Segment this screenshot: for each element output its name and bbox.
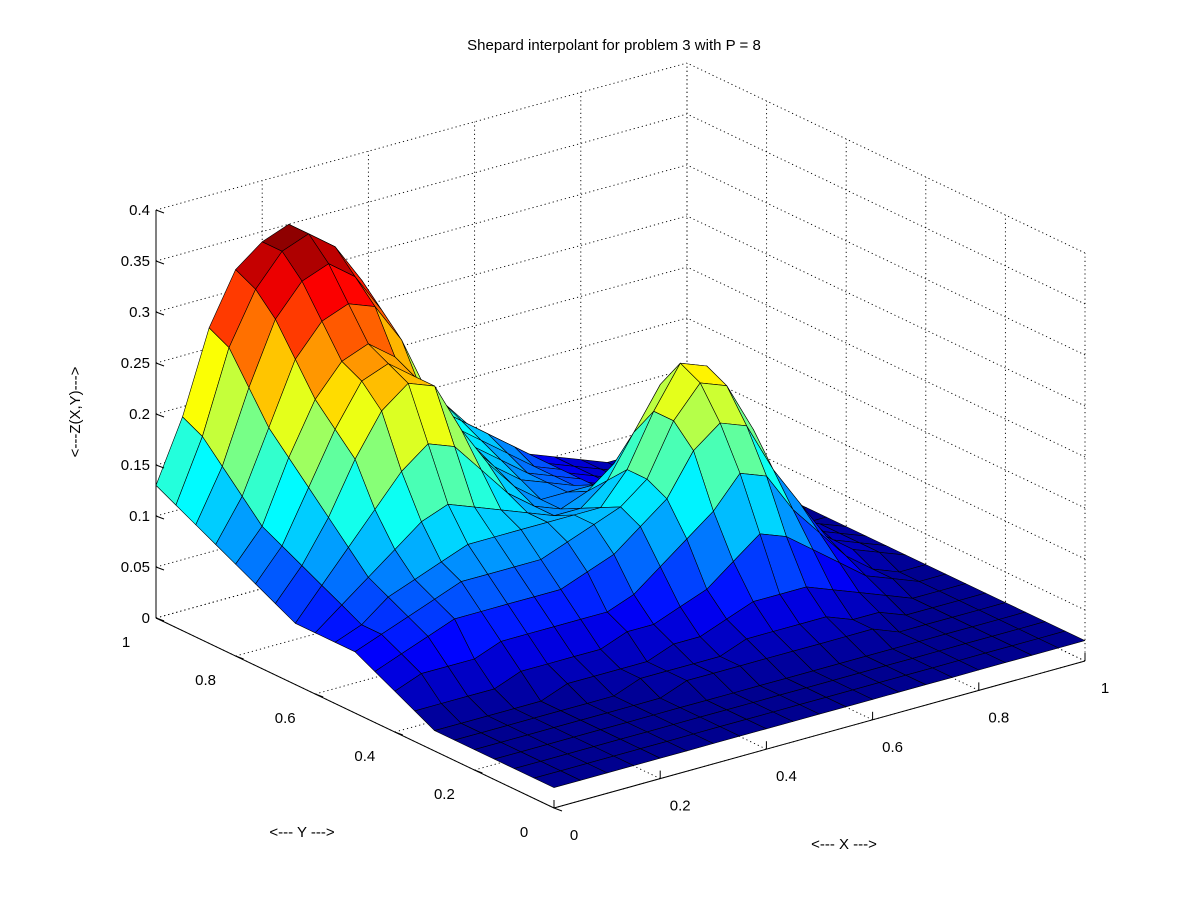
surface-patch — [533, 770, 581, 788]
gridline-side-horizontal — [155, 62, 688, 211]
tick-mark — [235, 655, 244, 660]
z-tick-label: 0.15 — [121, 457, 150, 474]
tick-mark — [394, 731, 403, 736]
z-axis-label: <---Z(X,Y)---> — [67, 366, 84, 457]
z-tick-label: 0.35 — [121, 253, 150, 270]
z-tick-label: 0.1 — [129, 508, 150, 525]
x-tick-label: 0.6 — [882, 739, 903, 756]
tick-mark — [155, 311, 165, 316]
tick-mark — [155, 617, 165, 622]
x-tick-label: 0.4 — [776, 768, 797, 785]
y-tick-label: 1 — [122, 634, 130, 651]
tick-mark — [155, 413, 165, 418]
tick-mark — [155, 209, 165, 214]
chart-title: Shepard interpolant for problem 3 with P… — [467, 37, 761, 54]
z-tick-label: 0.4 — [129, 202, 150, 219]
y-tick-label: 0.4 — [354, 748, 375, 765]
x-axis-line — [553, 660, 1086, 809]
gridline-back-horizontal — [686, 215, 1086, 407]
y-axis-label: <--- Y ---> — [269, 824, 335, 841]
z-tick-label: 0 — [142, 610, 150, 627]
surface-mesh — [155, 224, 1086, 788]
tick-mark — [315, 693, 324, 698]
tick-mark — [155, 566, 165, 571]
tick-mark — [553, 807, 563, 812]
x-axis-label: <--- X ---> — [811, 836, 877, 853]
gridline-back-horizontal — [686, 113, 1086, 305]
tick-mark — [155, 260, 165, 265]
x-tick-label: 0 — [570, 827, 578, 844]
y-tick-label: 0 — [520, 824, 528, 841]
x-tick-label: 1 — [1101, 680, 1109, 697]
gridline-side-horizontal — [155, 113, 688, 262]
z-tick-label: 0.2 — [129, 406, 150, 423]
z-tick-label: 0.3 — [129, 304, 150, 321]
x-tick-label: 0.8 — [988, 709, 1009, 726]
z-tick-label: 0.05 — [121, 559, 150, 576]
gridline-back-horizontal — [686, 62, 1086, 254]
y-tick-label: 0.8 — [195, 672, 216, 689]
y-tick-label: 0.6 — [275, 710, 296, 727]
tick-labels: 00.20.40.60.8100.20.40.60.8100.050.10.15… — [121, 202, 1109, 844]
y-axis-line — [155, 617, 555, 809]
y-tick-label: 0.2 — [434, 786, 455, 803]
tick-mark — [155, 362, 165, 367]
tick-mark — [155, 464, 165, 469]
tick-mark — [155, 515, 165, 520]
gridline-back-horizontal — [686, 164, 1086, 356]
z-tick-label: 0.25 — [121, 355, 150, 372]
x-tick-label: 0.2 — [670, 798, 691, 815]
tick-mark — [474, 769, 483, 774]
